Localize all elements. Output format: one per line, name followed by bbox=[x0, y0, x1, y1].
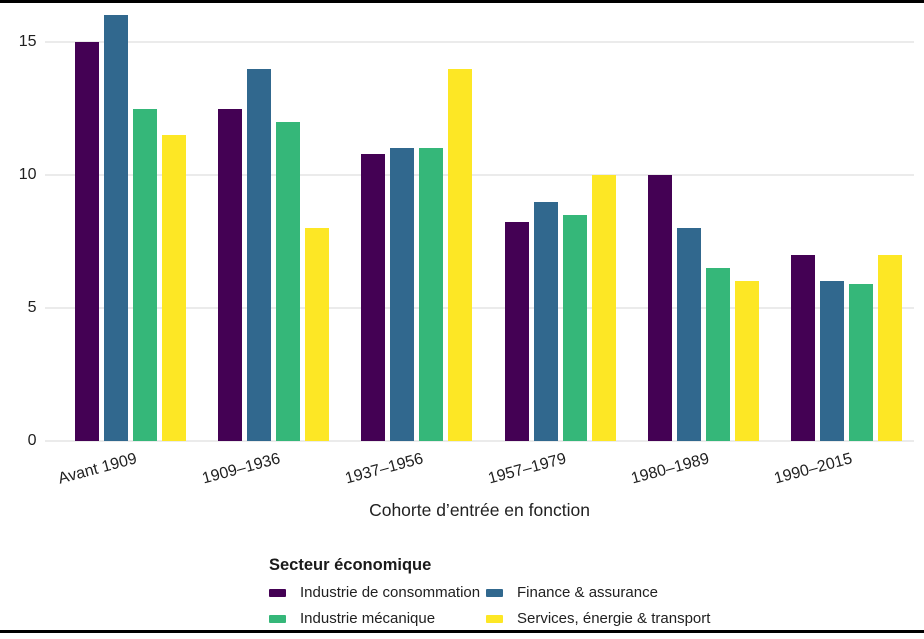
x-tick-label: 1937–1956 bbox=[343, 450, 425, 488]
x-axis-title: Cohorte d’entrée en fonction bbox=[369, 500, 590, 520]
bar-Industrie mécanique-1937–1956 bbox=[419, 148, 443, 441]
bar-Industrie mécanique-1980–1989 bbox=[706, 268, 730, 441]
bar-Industrie mécanique-1957–1979 bbox=[563, 214, 587, 441]
legend-title: Secteur économique bbox=[269, 556, 432, 574]
bar-Finance & assurance-1990–2015 bbox=[820, 281, 844, 441]
bar-Finance & assurance-Avant 1909 bbox=[104, 15, 128, 441]
figure-bottom-border bbox=[0, 630, 924, 633]
legend-label: Industrie mécanique bbox=[300, 610, 436, 627]
legend-item-industrie-mecanique: Industrie mécanique bbox=[269, 610, 486, 627]
gridline-y-0 bbox=[45, 440, 914, 442]
bar-Industrie mécanique-Avant 1909 bbox=[133, 108, 157, 441]
x-tick-label: 1957–1979 bbox=[486, 450, 569, 488]
x-tick-label: 1980–1989 bbox=[629, 450, 712, 488]
y-tick-label: 0 bbox=[27, 432, 37, 449]
bar-Finance & assurance-1957–1979 bbox=[534, 201, 558, 441]
y-tick-label: 15 bbox=[18, 33, 37, 50]
legend-label: Industrie de consommation bbox=[300, 584, 481, 601]
bar-Services, énergie & transport-Avant 1909 bbox=[162, 135, 186, 441]
x-tick-label: 1909–1936 bbox=[200, 450, 282, 488]
bar-Finance & assurance-1937–1956 bbox=[390, 148, 414, 441]
x-tick-label: 1990–2015 bbox=[772, 450, 855, 488]
bar-Industrie de consommation-Avant 1909 bbox=[75, 42, 99, 441]
bar-Finance & assurance-1909–1936 bbox=[247, 68, 271, 441]
legend-swatch-icon bbox=[486, 588, 503, 597]
bar-Finance & assurance-1980–1989 bbox=[677, 228, 701, 441]
bar-Services, énergie & transport-1980–1989 bbox=[735, 281, 759, 441]
bar-Services, énergie & transport-1909–1936 bbox=[305, 228, 329, 441]
bar-Services, énergie & transport-1937–1956 bbox=[448, 68, 472, 441]
bar-Industrie mécanique-1990–2015 bbox=[849, 284, 873, 441]
legend-item-finance-assurance: Finance & assurance bbox=[486, 584, 710, 601]
bar-Services, énergie & transport-1957–1979 bbox=[592, 175, 616, 441]
legend-items: Industrie de consommation Finance & assu… bbox=[269, 584, 710, 627]
bar-Industrie de consommation-1909–1936 bbox=[218, 108, 242, 441]
bar-Services, énergie & transport-1990–2015 bbox=[878, 254, 902, 441]
y-tick-label: 10 bbox=[18, 166, 37, 183]
bar-Industrie de consommation-1980–1989 bbox=[648, 175, 672, 441]
legend-label: Finance & assurance bbox=[517, 584, 658, 601]
gridline-y-10 bbox=[45, 174, 914, 176]
bar-Industrie de consommation-1957–1979 bbox=[505, 221, 529, 441]
gridline-y-15 bbox=[45, 41, 914, 43]
legend: Secteur économique Industrie de consomma… bbox=[269, 556, 710, 627]
x-tick-label: Avant 1909 bbox=[56, 450, 139, 488]
legend-label: Services, énergie & transport bbox=[517, 610, 711, 627]
legend-item-industrie-de-consommation: Industrie de consommation bbox=[269, 584, 486, 601]
legend-swatch-icon bbox=[269, 588, 286, 597]
legend-swatch-icon bbox=[269, 614, 286, 623]
legend-swatch-icon bbox=[486, 614, 503, 623]
bar-Industrie mécanique-1909–1936 bbox=[276, 121, 300, 441]
gridline-y-5 bbox=[45, 307, 914, 309]
y-tick-label: 5 bbox=[27, 299, 37, 316]
legend-item-services-energie-transport: Services, énergie & transport bbox=[486, 610, 710, 627]
bar-Industrie de consommation-1937–1956 bbox=[361, 153, 385, 441]
bar-Industrie de consommation-1990–2015 bbox=[791, 254, 815, 441]
figure-top-border bbox=[0, 0, 924, 3]
